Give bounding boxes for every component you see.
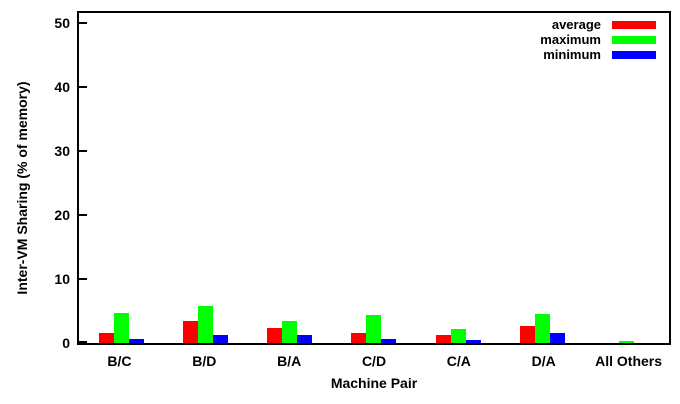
average-bar (435, 334, 451, 343)
legend-row-maximum: maximum (540, 32, 656, 47)
average-bar (520, 326, 536, 343)
average-bar (182, 321, 198, 343)
y-tick-mark (79, 213, 87, 216)
y-tick-mark (79, 21, 87, 24)
plot-area: average maximum minimum (77, 11, 671, 345)
y-tick-mark (79, 149, 87, 152)
y-tick-label: 20 (54, 206, 70, 223)
minimum-bar (550, 332, 566, 343)
minimum-bar (212, 335, 228, 343)
legend-row-average: average (540, 17, 656, 32)
maximum-bar (282, 320, 298, 343)
bar-group-c-d (332, 13, 416, 343)
maximum-bar (450, 328, 466, 343)
maximum-bar (535, 314, 551, 343)
maximum-bar (197, 305, 213, 343)
y-tick-mark (79, 85, 87, 88)
bar-group-c-a (416, 13, 500, 343)
maximum-bar (619, 341, 635, 343)
x-tick-label: B/D (192, 353, 217, 369)
minimum-bar (465, 339, 481, 343)
bar-group-b-a (248, 13, 332, 343)
x-tick-label: All Others (595, 353, 663, 369)
x-tick-label: C/D (361, 353, 387, 369)
bar-groups-container (79, 13, 669, 343)
legend-label: minimum (543, 47, 601, 62)
x-tick-label: B/C (107, 353, 132, 369)
bar-group-all-others (585, 13, 669, 343)
y-tick-label: 40 (54, 78, 70, 95)
minimum-bar (381, 338, 397, 343)
x-tick-label: D/A (531, 353, 556, 369)
bar-group-b-c (79, 13, 163, 343)
y-tick-label: 10 (54, 270, 70, 287)
y-tick-label: 0 (62, 335, 70, 351)
minimum-bar (297, 334, 313, 343)
legend-label: maximum (540, 32, 601, 47)
y-tick-mark (79, 277, 87, 280)
legend-swatch-icon (612, 35, 656, 44)
legend-label: average (551, 17, 601, 32)
y-tick-mark (79, 341, 87, 343)
x-tick-label: C/A (446, 353, 471, 369)
x-tick-label: B/A (277, 353, 302, 369)
legend-swatch-icon (612, 50, 656, 59)
average-bar (351, 333, 367, 343)
y-axis-title: Inter-VM Sharing (% of memory) (14, 81, 30, 295)
minimum-bar (128, 338, 144, 343)
legend: average maximum minimum (540, 17, 656, 62)
bar-group-b-d (163, 13, 247, 343)
x-axis-category-labels: B/C B/D B/A C/D C/A D/A All Others (77, 352, 671, 370)
y-tick-label: 30 (54, 142, 70, 159)
x-axis-title: Machine Pair (330, 375, 418, 391)
maximum-bar (366, 314, 382, 343)
legend-row-minimum: minimum (540, 47, 656, 62)
maximum-bar (113, 312, 129, 343)
average-bar (267, 327, 283, 343)
average-bar (98, 332, 114, 343)
bar-group-d-a (500, 13, 584, 343)
legend-swatch-icon (612, 20, 656, 29)
y-tick-label: 50 (54, 14, 70, 31)
